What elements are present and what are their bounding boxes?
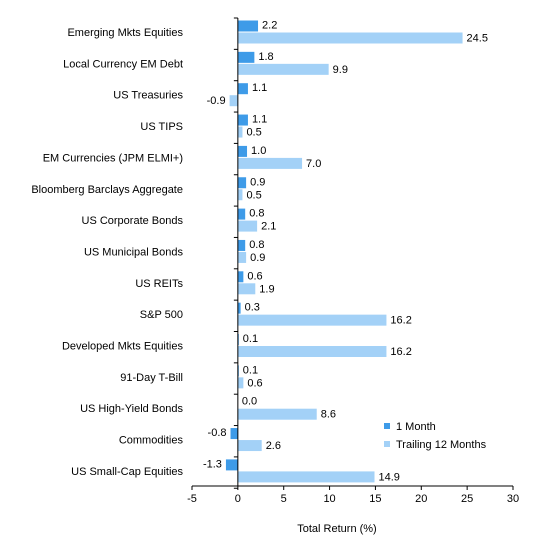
data-label-1-month: 1.8 — [258, 51, 273, 63]
data-label-1-month: 1.0 — [251, 145, 266, 157]
bar-1-month — [237, 208, 246, 220]
data-label-1-month: 1.1 — [252, 114, 267, 126]
data-label-trailing-12-months: 0.5 — [246, 127, 261, 139]
x-axis-title: Total Return (%) — [297, 523, 376, 535]
data-label-trailing-12-months: 2.1 — [261, 221, 276, 233]
category-label: Bloomberg Barclays Aggregate — [31, 184, 183, 196]
legend-swatch-trailing-12-months — [384, 441, 390, 447]
bar-1-month — [237, 145, 248, 157]
data-label-trailing-12-months: 24.5 — [467, 33, 488, 45]
bar-1-month — [237, 177, 247, 189]
data-label-1-month: 0.0 — [242, 396, 257, 408]
x-tick-label: 5 — [281, 493, 287, 505]
category-label: US High-Yield Bonds — [80, 403, 183, 415]
data-label-trailing-12-months: 0.9 — [250, 252, 265, 264]
data-label-1-month: -0.8 — [208, 427, 227, 439]
x-tick-label: 25 — [461, 493, 473, 505]
data-label-trailing-12-months: 9.9 — [333, 64, 348, 76]
data-label-trailing-12-months: 7.0 — [306, 158, 321, 170]
bar-trailing-12-months — [237, 346, 387, 357]
bar-trailing-12-months — [237, 377, 244, 389]
category-label: US Municipal Bonds — [84, 246, 184, 258]
bar-trailing-12-months — [237, 189, 243, 201]
bar-trailing-12-months — [237, 126, 243, 138]
data-label-trailing-12-months: -0.9 — [207, 95, 226, 107]
bar-trailing-12-months — [237, 63, 329, 75]
bar-trailing-12-months — [237, 283, 256, 295]
data-label-trailing-12-months: 14.9 — [379, 471, 400, 483]
bar-1-month — [230, 428, 238, 440]
data-label-1-month: 0.3 — [245, 302, 260, 314]
category-label: Developed Mkts Equities — [62, 341, 184, 353]
bar-1-month — [237, 302, 241, 314]
bar-trailing-12-months — [229, 95, 238, 107]
x-tick-label: 20 — [415, 493, 427, 505]
bar-trailing-12-months — [237, 408, 317, 420]
bar-1-month — [237, 51, 255, 63]
bar-1-month — [237, 114, 248, 126]
data-label-trailing-12-months: 8.6 — [321, 409, 336, 421]
category-label: US Small-Cap Equities — [71, 466, 183, 478]
category-label: 91-Day T-Bill — [120, 372, 183, 384]
x-tick-label: 10 — [323, 493, 335, 505]
data-label-trailing-12-months: 1.9 — [259, 283, 274, 295]
category-label: US Treasuries — [113, 90, 183, 102]
bar-trailing-12-months — [237, 32, 463, 44]
bar-trailing-12-months — [237, 220, 258, 232]
bar-trailing-12-months — [237, 157, 303, 169]
data-label-1-month: -1.3 — [203, 458, 222, 470]
legend-label-trailing-12-months: Trailing 12 Months — [396, 439, 487, 451]
bar-1-month — [225, 459, 238, 471]
data-label-1-month: 1.1 — [252, 82, 267, 94]
data-label-1-month: 0.9 — [250, 176, 265, 188]
category-label: US TIPS — [140, 121, 183, 133]
category-label: US REITs — [135, 278, 183, 290]
x-tick-label: -5 — [187, 493, 197, 505]
category-label: EM Currencies (JPM ELMI+) — [43, 152, 183, 164]
legend-label-1-month: 1 Month — [396, 421, 436, 433]
x-tick-label: 15 — [369, 493, 381, 505]
data-label-trailing-12-months: 2.6 — [266, 440, 281, 452]
category-label: US Corporate Bonds — [82, 215, 184, 227]
category-label: Local Currency EM Debt — [63, 58, 183, 70]
bar-trailing-12-months — [237, 471, 375, 483]
data-label-1-month: 0.1 — [243, 333, 258, 345]
x-tick-label: 30 — [507, 493, 519, 505]
bar-trailing-12-months — [237, 251, 247, 263]
data-label-trailing-12-months: 16.2 — [390, 346, 411, 358]
bar-1-month — [237, 83, 248, 95]
data-label-trailing-12-months: 0.5 — [246, 189, 261, 201]
data-label-trailing-12-months: 16.2 — [390, 315, 411, 327]
bar-1-month — [237, 239, 246, 251]
data-label-trailing-12-months: 0.6 — [247, 377, 262, 389]
bar-1-month — [237, 271, 244, 283]
category-label: Emerging Mkts Equities — [67, 27, 183, 39]
data-label-1-month: 0.6 — [247, 270, 262, 282]
bar-trailing-12-months — [237, 314, 387, 326]
category-label: S&P 500 — [140, 309, 183, 321]
data-label-1-month: 2.2 — [262, 20, 277, 32]
data-label-1-month: 0.8 — [249, 208, 264, 220]
bar-1-month — [237, 20, 259, 32]
bar-trailing-12-months — [237, 440, 262, 452]
data-label-1-month: 0.1 — [243, 364, 258, 376]
legend-swatch-1-month — [384, 423, 390, 429]
x-tick-label: 0 — [235, 493, 241, 505]
category-label: Commodities — [119, 435, 184, 447]
data-label-1-month: 0.8 — [249, 239, 264, 251]
